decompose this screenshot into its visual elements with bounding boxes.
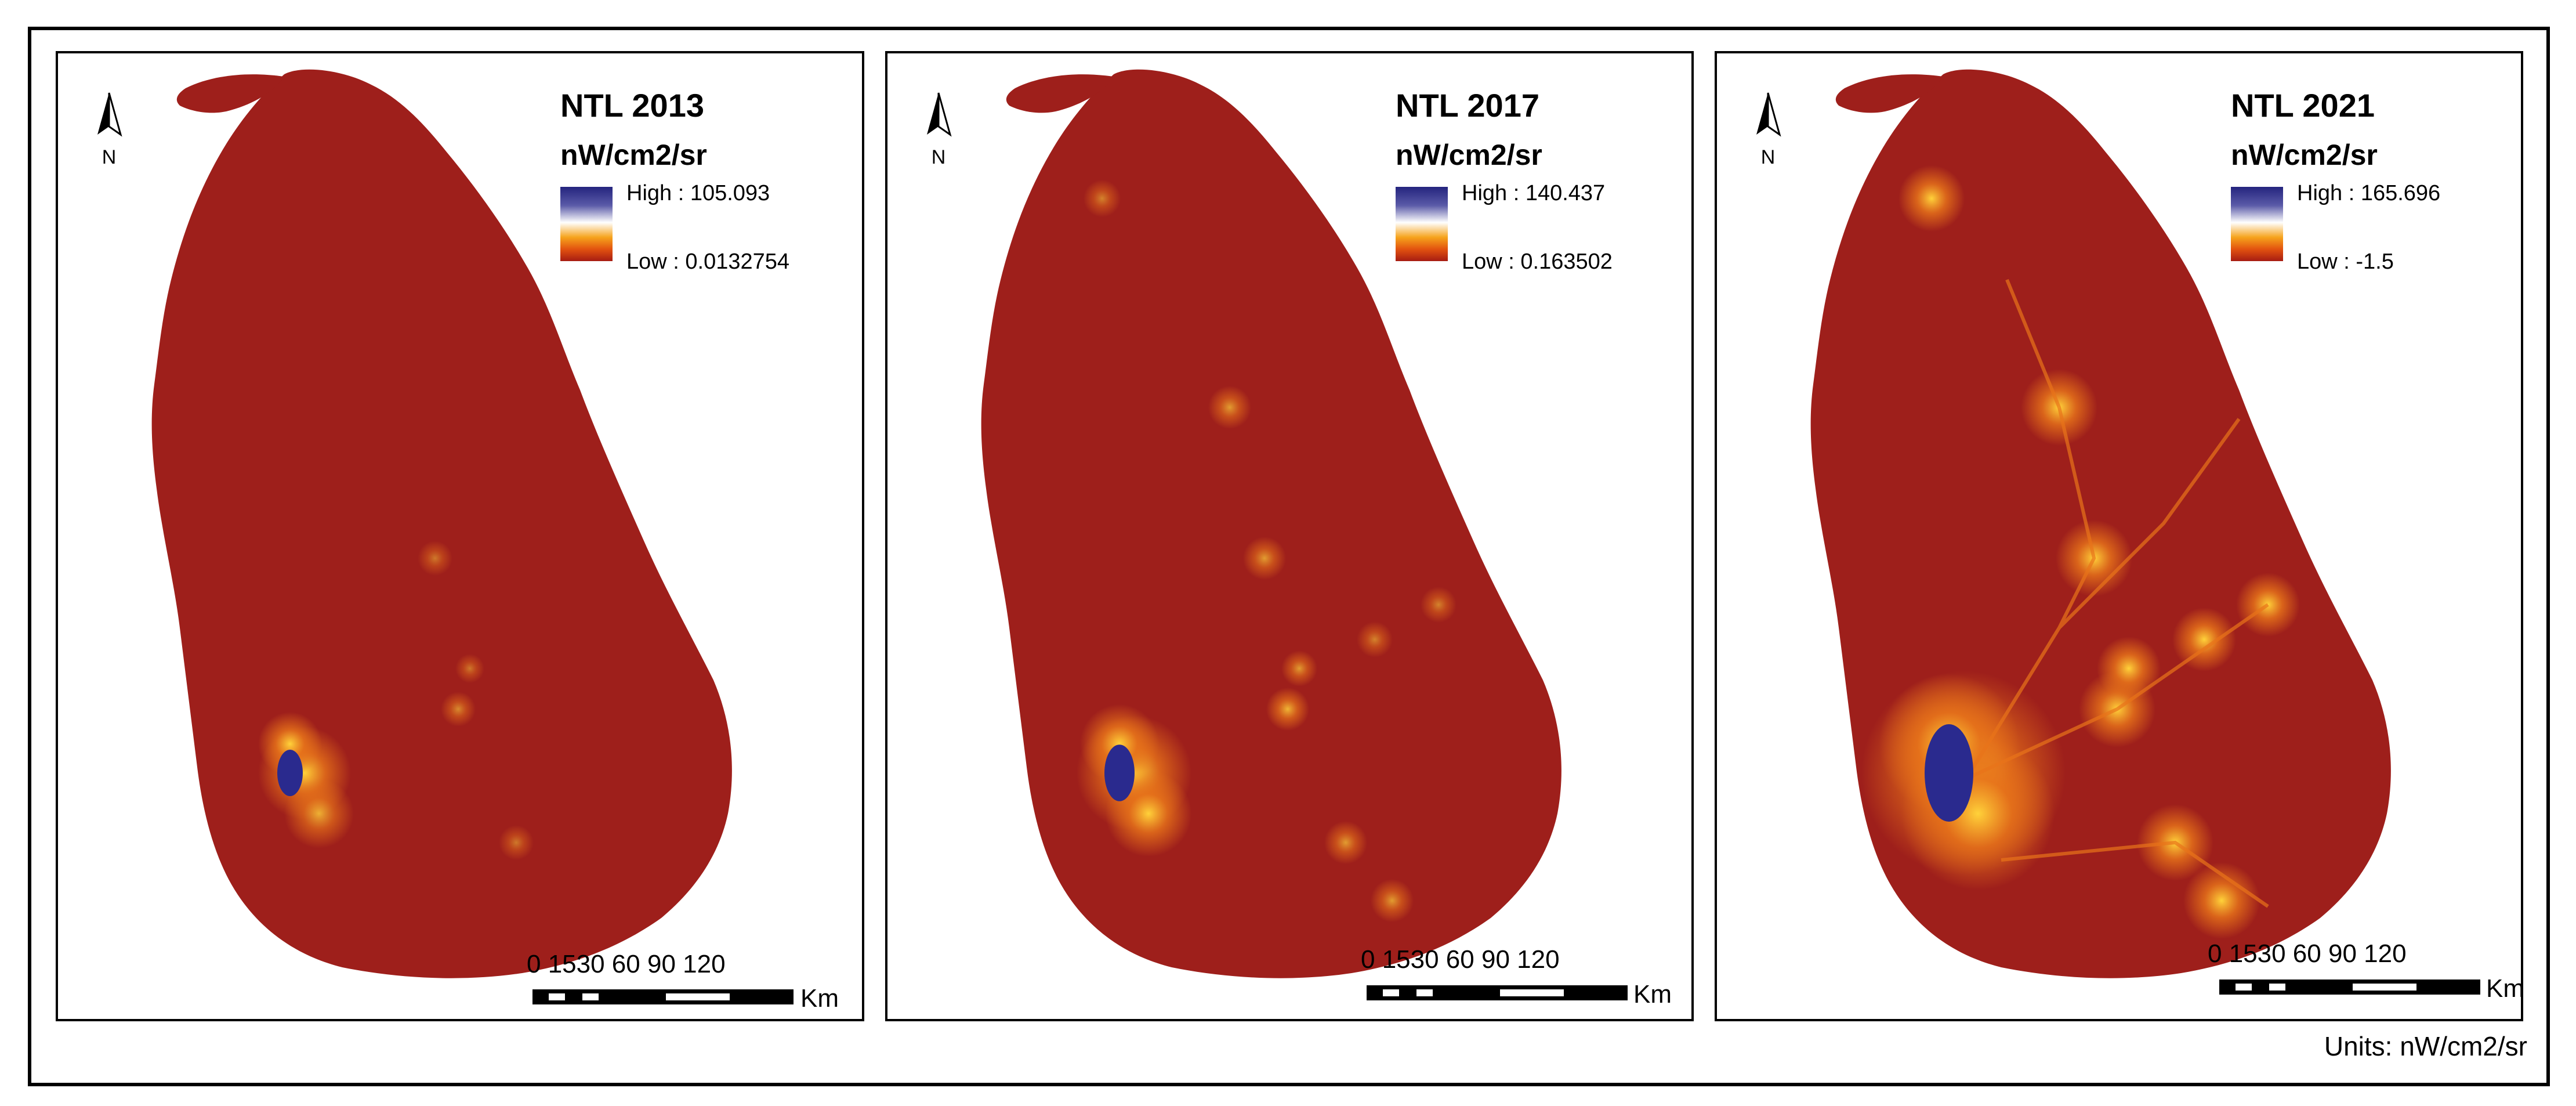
legend-high-label: High : 165.696 bbox=[2297, 181, 2441, 205]
scale-bar bbox=[2219, 980, 2480, 995]
colombo-urban-core bbox=[277, 750, 303, 796]
scale-tick-labels: 0 1530 60 90 120 bbox=[1361, 945, 1560, 974]
light-glow bbox=[1083, 179, 1121, 218]
light-glow bbox=[1370, 879, 1414, 923]
light-glow bbox=[1242, 536, 1287, 580]
jaffna-peninsula bbox=[176, 74, 284, 113]
jaffna-peninsula bbox=[1835, 74, 1943, 113]
light-glow bbox=[2183, 862, 2260, 939]
north-label: N bbox=[102, 146, 117, 168]
road-light-network bbox=[1965, 279, 2269, 908]
sri-lanka-map bbox=[981, 69, 1561, 978]
panel-title: NTL 2013 bbox=[560, 87, 704, 124]
scale-unit-label: Km bbox=[2486, 974, 2523, 1003]
light-glow bbox=[455, 654, 484, 683]
legend-low-label: Low : 0.163502 bbox=[1462, 250, 1613, 274]
north-label: N bbox=[932, 146, 946, 168]
legend-unit: nW/cm2/sr bbox=[560, 139, 707, 171]
figure-frame bbox=[28, 27, 2550, 1086]
north-arrow-icon: N bbox=[86, 88, 132, 175]
panel-title: NTL 2017 bbox=[1396, 87, 1539, 124]
light-glow bbox=[1208, 385, 1252, 429]
scale-bar bbox=[1367, 985, 1628, 1000]
light-glow bbox=[258, 712, 322, 776]
island-landmass bbox=[151, 69, 732, 978]
light-glow bbox=[1357, 621, 1393, 657]
legend-color-ramp bbox=[560, 187, 613, 261]
sri-lanka-map bbox=[151, 69, 732, 978]
legend-unit: nW/cm2/sr bbox=[1396, 139, 1542, 171]
light-glow bbox=[1421, 587, 1457, 623]
colombo-urban-core bbox=[1925, 724, 1973, 822]
light-glow bbox=[1079, 704, 1160, 784]
scale-unit-label: Km bbox=[1633, 980, 1672, 1009]
light-glow bbox=[499, 825, 534, 860]
north-label: N bbox=[1761, 146, 1776, 168]
scale-unit-label: Km bbox=[800, 984, 839, 1013]
map-panel-2017: N NTL 2017 nW/cm2/sr High : 140.437 Low … bbox=[885, 51, 1694, 1021]
north-arrow-icon: N bbox=[915, 88, 962, 175]
island-landmass bbox=[981, 69, 1561, 978]
light-glow bbox=[2097, 637, 2161, 700]
light-glow bbox=[284, 779, 354, 848]
legend-high-label: High : 105.093 bbox=[626, 181, 770, 205]
legend-color-ramp bbox=[1396, 187, 1448, 261]
colombo-urban-core bbox=[1104, 744, 1135, 801]
scale-tick-labels: 0 1530 60 90 120 bbox=[2208, 939, 2407, 968]
legend-high-label: High : 140.437 bbox=[1462, 181, 1606, 205]
light-glow bbox=[418, 541, 452, 576]
light-glow bbox=[2172, 608, 2236, 671]
legend-unit: nW/cm2/sr bbox=[2231, 139, 2378, 171]
legend-low-label: Low : -1.5 bbox=[2297, 250, 2394, 274]
legend-color-ramp bbox=[2231, 187, 2283, 261]
legend-low-label: Low : 0.0132754 bbox=[626, 250, 790, 274]
light-glow bbox=[1281, 650, 1317, 686]
sri-lanka-map bbox=[1810, 69, 2391, 978]
light-glow bbox=[1898, 165, 1965, 232]
north-arrow-icon: N bbox=[1745, 88, 1791, 175]
scale-tick-labels: 0 1530 60 90 120 bbox=[527, 950, 726, 978]
panel-title: NTL 2021 bbox=[2231, 87, 2375, 124]
map-panel-2021: N NTL 2021 nW/cm2/sr High : 165.696 Low … bbox=[1715, 51, 2523, 1021]
map-panel-2013: N NTL 2013 nW/cm2/sr High : 105.093 Low … bbox=[56, 51, 864, 1021]
light-glow bbox=[441, 692, 476, 727]
units-caption: Units: nW/cm2/sr bbox=[2324, 1031, 2527, 1061]
jaffna-peninsula bbox=[1006, 74, 1114, 113]
light-glow bbox=[1324, 821, 1368, 865]
scale-bar bbox=[532, 989, 794, 1004]
light-glow bbox=[1266, 687, 1310, 731]
